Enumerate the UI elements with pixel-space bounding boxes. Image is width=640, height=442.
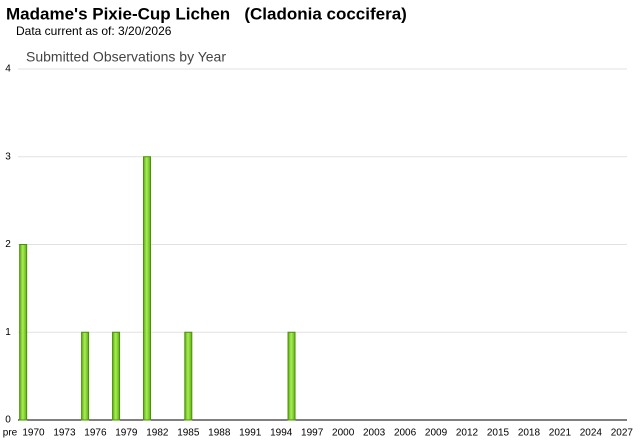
x-tick-label: 2012: [456, 428, 479, 439]
bar: [184, 331, 193, 421]
x-tick-label: 2009: [425, 428, 448, 439]
x-tick-label: 1985: [177, 428, 200, 439]
y-tick-label: 0: [5, 415, 11, 426]
x-tick-label: 1979: [115, 428, 138, 439]
bar: [143, 156, 152, 421]
bar: [287, 331, 296, 421]
x-tick-label: 2000: [332, 428, 355, 439]
x-tick-label: 1982: [146, 428, 169, 439]
x-tick-label: 1970: [22, 428, 45, 439]
y-tick-label: 3: [5, 151, 11, 162]
x-tick-label: 2027: [611, 428, 634, 439]
chart-title: Madame's Pixie-Cup Lichen (Cladonia cocc…: [6, 4, 407, 23]
x-tick-label: 2024: [580, 428, 603, 439]
y-tick-label: 2: [5, 239, 11, 250]
x-tick-label: 1976: [84, 428, 107, 439]
x-tick-label: 1997: [301, 428, 324, 439]
bar: [19, 244, 28, 421]
bar: [81, 331, 90, 421]
x-tick-label: 2015: [487, 428, 510, 439]
x-tick-label: 1973: [53, 428, 76, 439]
x-tick-label: 2006: [394, 428, 417, 439]
bar: [112, 331, 121, 421]
x-tick-label: 2003: [363, 428, 386, 439]
x-tick-label: 2018: [518, 428, 541, 439]
x-tick-label: 1988: [208, 428, 231, 439]
plot-title: Submitted Observations by Year: [26, 49, 226, 65]
x-tick-label: 2021: [549, 428, 572, 439]
x-tick-label: 1991: [239, 428, 262, 439]
x-tick-label: pre: [3, 428, 18, 439]
y-tick-label: 4: [5, 64, 11, 75]
y-tick-label: 1: [5, 327, 11, 338]
x-tick-label: 1994: [270, 428, 293, 439]
chart-subtitle: Data current as of: 3/20/2026: [16, 24, 172, 38]
